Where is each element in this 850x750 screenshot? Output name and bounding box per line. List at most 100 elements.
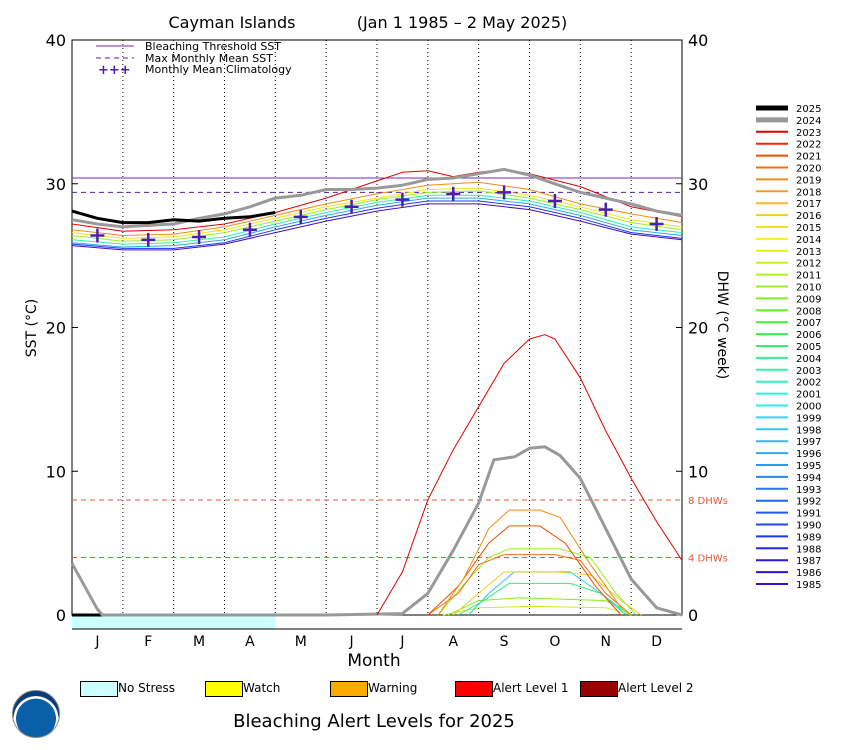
y-tick-label-left: 10	[46, 462, 66, 481]
alert-legend-label: Alert Level 1	[493, 681, 569, 695]
x-axis-label: Month	[347, 651, 400, 671]
month-tick-label: A	[448, 634, 458, 650]
year-legend-label: 2019	[796, 175, 821, 186]
year-legend-label: 1987	[796, 556, 821, 567]
year-legend-label: 1993	[796, 485, 821, 496]
chart-period-title: (Jan 1 1985 – 2 May 2025)	[357, 13, 568, 32]
alert-legend-swatch	[205, 681, 243, 697]
y-tick-label-left: 30	[46, 175, 66, 194]
climatology-point	[141, 232, 156, 247]
alert-legend-label: Warning	[368, 681, 418, 695]
alert-legend-swatch	[580, 681, 618, 697]
threshold-legend-label: Bleaching Threshold SST	[145, 40, 281, 53]
year-legend-label: 2003	[796, 366, 821, 377]
alert-legend-label: Alert Level 2	[618, 681, 694, 695]
climatology-point	[547, 194, 562, 208]
climatology-point	[293, 209, 308, 224]
alert-legend-label: No Stress	[118, 681, 176, 695]
year-legend-label: 1999	[796, 413, 821, 424]
clim-legend-swatch: +++	[98, 63, 131, 78]
year-legend-label: 1997	[796, 437, 821, 448]
climatology-point	[395, 192, 410, 207]
sst-series-2025	[71, 209, 276, 225]
dhw-series-2024	[70, 445, 683, 617]
month-tick-label: M	[193, 634, 205, 650]
sst-series-2015	[71, 187, 683, 239]
dhw-series-2010	[437, 548, 637, 616]
alert-legend-swatch	[330, 681, 368, 697]
sst-series-2003	[71, 194, 683, 245]
year-legend-label: 2021	[796, 152, 821, 163]
y-tick-label-left: 0	[56, 606, 66, 625]
year-legend-label: 1992	[796, 497, 821, 508]
dhw-series-2021	[427, 525, 622, 616]
year-legend-label: 2024	[796, 116, 821, 127]
month-tick-label: J	[94, 634, 99, 650]
month-tick-label: N	[601, 634, 611, 650]
year-legend-label: 2014	[796, 235, 821, 246]
month-tick-label: D	[651, 634, 662, 650]
dhw-series-2023	[376, 334, 683, 616]
plot-area: 0 0 10 10 20 20 30 30 40 40 J F M A M J J A S O N D 8 DHWs 4 DH…	[46, 31, 728, 650]
y-tick-label-right: 0	[688, 606, 698, 625]
chart-station-title: Cayman Islands	[169, 13, 296, 32]
climatology-point	[649, 217, 664, 231]
sst-series-1989	[71, 200, 683, 249]
year-legend-label: 2023	[796, 128, 821, 139]
clim-legend-label: Monthly Mean Climatology	[145, 63, 292, 76]
dhw-series-2020	[427, 554, 632, 616]
alert-legend-label: Watch	[243, 681, 281, 695]
sst-series-2019	[71, 181, 683, 236]
year-legend-label: 2011	[796, 271, 821, 282]
year-legend-label: 2012	[796, 259, 821, 270]
y-tick-label-left: 40	[46, 31, 66, 50]
y-tick-label-right: 40	[688, 31, 708, 50]
year-legend-label: 1991	[796, 509, 821, 520]
year-legend-label: 2020	[796, 164, 821, 175]
inset-legend: Bleaching Threshold SST Max Monthly Mean…	[96, 40, 292, 78]
year-legend-label: 2004	[796, 354, 821, 365]
year-legend-label: 2018	[796, 187, 821, 198]
month-tick-label: F	[144, 634, 152, 650]
climatology-point	[192, 229, 207, 244]
year-legend-label: 2016	[796, 211, 821, 222]
sst-series-1996	[71, 197, 683, 248]
climatology-point	[497, 185, 512, 200]
year-legend: 2025202420232022202120202019201820172016…	[756, 104, 821, 591]
year-legend-label: 2007	[796, 318, 821, 329]
climatology-point	[446, 186, 461, 201]
year-legend-label: 2005	[796, 342, 821, 353]
year-legend-label: 2015	[796, 223, 821, 234]
month-tick-label: J	[349, 634, 354, 650]
sst-series-2024	[71, 167, 683, 229]
alert-legend-swatch	[455, 681, 493, 697]
year-legend-label: 1996	[796, 449, 821, 460]
year-legend-label: 1998	[796, 425, 821, 436]
year-legend-label: 2025	[796, 104, 821, 115]
mmm-legend-label: Max Monthly Mean SST	[145, 52, 273, 65]
year-legend-label: 1988	[796, 544, 821, 555]
alert-legend-swatch	[80, 681, 118, 697]
dhw-series-2016	[452, 571, 642, 616]
year-legend-label: 2002	[796, 378, 821, 389]
climatology-point	[90, 228, 105, 243]
year-legend-label: 1990	[796, 521, 821, 532]
year-legend-label: 1995	[796, 461, 821, 472]
footer-title: Bleaching Alert Levels for 2025	[233, 711, 515, 732]
year-legend-label: 1994	[796, 473, 821, 484]
dhw-reference-label: 4 DHWs	[688, 554, 728, 565]
climatology-point	[242, 222, 257, 237]
y-tick-label-left: 20	[46, 319, 66, 338]
month-tick-label: M	[295, 634, 307, 650]
year-legend-label: 2008	[796, 306, 821, 317]
month-tick-label: J	[399, 634, 404, 650]
y-tick-label-right: 10	[688, 462, 708, 481]
year-legend-label: 2013	[796, 247, 821, 258]
sst-series-2023	[71, 168, 683, 232]
year-legend-label: 2017	[796, 199, 821, 210]
month-tick-label: S	[500, 634, 509, 650]
noaa-logo	[12, 690, 60, 738]
y-axis-right-label: DHW (°C week)	[714, 271, 730, 380]
sst-series-1985	[71, 203, 683, 251]
